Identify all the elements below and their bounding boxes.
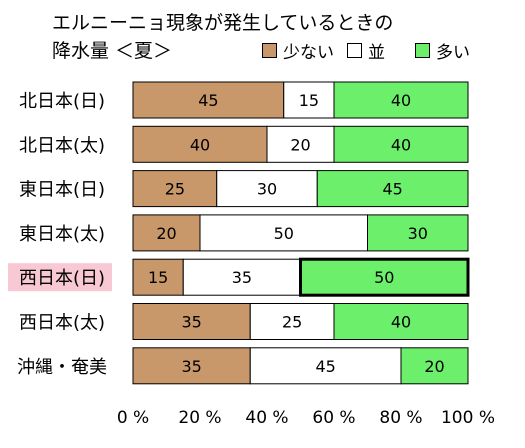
category-label: 沖縄・奄美 xyxy=(17,357,107,378)
data-label: 30 xyxy=(408,224,428,243)
data-label: 40 xyxy=(391,91,411,110)
legend-label-few: 少ない xyxy=(283,43,334,63)
category-label: 北日本(日) xyxy=(19,91,105,112)
highlight-outline xyxy=(299,257,470,297)
category-label: 西日本(日) xyxy=(19,268,105,289)
data-label: 40 xyxy=(391,313,411,332)
chart-title-line-2: 降水量 ＜夏＞ xyxy=(52,40,173,62)
category-label: 東日本(日) xyxy=(19,180,105,201)
x-tick-label: 40 % xyxy=(245,408,288,428)
bar-segment xyxy=(132,81,285,119)
data-label: 15 xyxy=(299,91,319,110)
bar-segment xyxy=(249,347,402,385)
data-label: 25 xyxy=(282,313,302,332)
x-tick-label: 100 % xyxy=(441,408,495,428)
data-label: 45 xyxy=(198,91,218,110)
bar-segment xyxy=(249,303,335,340)
bar-segment xyxy=(132,258,184,296)
bar-segment xyxy=(132,214,201,252)
chart-title-line-1: エルニーニョ現象が発生しているときの xyxy=(52,12,394,34)
bar-segment xyxy=(367,214,469,252)
bar-segment xyxy=(132,303,251,340)
data-label: 20 xyxy=(424,357,444,376)
bar-segment xyxy=(283,81,335,119)
data-label: 35 xyxy=(232,268,252,287)
legend-item-many: 多い xyxy=(415,38,470,63)
category-label: 西日本(太) xyxy=(19,313,105,334)
legend-swatch-many xyxy=(415,43,430,58)
x-tick-label: 60 % xyxy=(312,408,355,428)
bar-segment xyxy=(333,303,469,340)
legend-item-normal: 並 xyxy=(347,38,385,63)
data-label: 40 xyxy=(391,135,411,154)
bar-segment xyxy=(316,170,469,208)
data-label: 35 xyxy=(181,313,201,332)
bar-segment xyxy=(216,170,318,208)
data-label: 15 xyxy=(148,268,168,287)
legend-item-few: 少ない xyxy=(262,38,334,63)
bar-segment xyxy=(182,258,301,296)
legend-swatch-normal xyxy=(347,43,362,58)
legend-label-normal: 並 xyxy=(368,43,385,63)
bar-segment xyxy=(266,125,335,163)
data-label: 50 xyxy=(274,224,294,243)
x-tick-label: 80 % xyxy=(379,408,422,428)
category-label: 北日本(太) xyxy=(19,135,105,156)
legend-label-many: 多い xyxy=(436,43,470,63)
data-label: 30 xyxy=(257,180,277,199)
data-label: 35 xyxy=(181,357,201,376)
bar-segment xyxy=(400,347,469,385)
bar-segment xyxy=(333,81,469,119)
data-label: 20 xyxy=(290,135,310,154)
data-label: 45 xyxy=(382,180,402,199)
data-label: 20 xyxy=(156,224,176,243)
bar-segment xyxy=(132,125,268,163)
data-label: 45 xyxy=(315,357,335,376)
x-tick-label: 20 % xyxy=(178,408,221,428)
x-tick-label: 0 % xyxy=(117,408,149,428)
category-label: 東日本(太) xyxy=(19,224,105,245)
category-label-highlight xyxy=(8,263,112,292)
data-label: 40 xyxy=(190,135,210,154)
bar-segment xyxy=(333,125,469,163)
data-label: 50 xyxy=(374,268,394,287)
data-label: 25 xyxy=(165,180,185,199)
legend-swatch-few xyxy=(262,43,277,58)
